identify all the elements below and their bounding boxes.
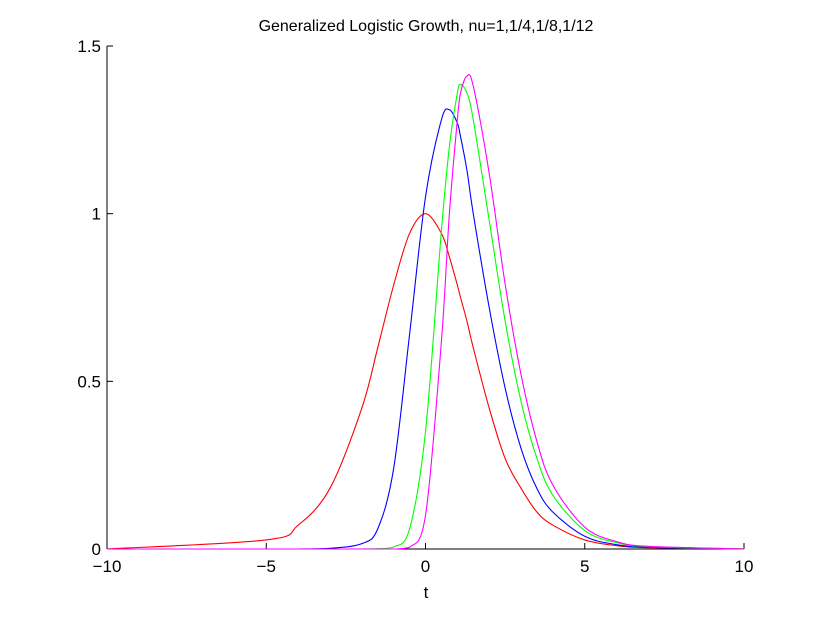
x-axis-label: t (424, 583, 429, 602)
series-lines (106, 74, 745, 550)
x-tick-label: 0 (421, 557, 430, 576)
series-line-2 (107, 108, 745, 550)
chart-title: Generalized Logistic Growth, nu=1,1/4,1/… (259, 18, 594, 35)
x-ticks: −10 −5 0 5 10 (93, 543, 754, 576)
y-tick-label: 1.5 (77, 37, 101, 56)
series-line-1 (106, 213, 745, 550)
series-line-3 (107, 83, 745, 550)
y-tick-label: 1 (92, 205, 101, 224)
x-tick-label: 10 (735, 557, 754, 576)
series-line-4 (107, 74, 745, 550)
x-tick-label: −10 (93, 557, 122, 576)
y-ticks: 0 0.5 1 1.5 (77, 37, 113, 559)
plot-area: −10 −5 0 5 10 0 0.5 1 1.5 (77, 37, 753, 576)
y-tick-label: 0.5 (77, 372, 101, 391)
x-tick-label: −5 (257, 557, 276, 576)
x-tick-label: 5 (580, 557, 589, 576)
y-tick-label: 0 (92, 540, 101, 559)
